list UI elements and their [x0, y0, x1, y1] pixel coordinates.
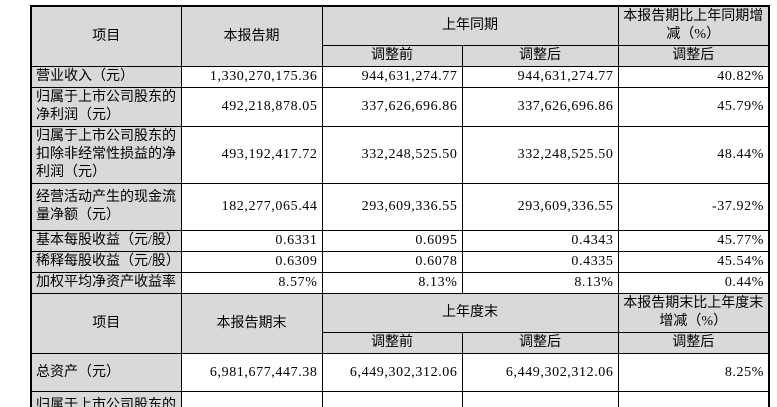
current-value-cell: 493,192,417.72 — [180, 126, 323, 184]
header-prior-period: 上年同期 — [321, 5, 619, 46]
change-value-cell: 45.77% — [617, 230, 770, 252]
change-value-cell: 40.82% — [617, 66, 770, 88]
after-adjust-value-cell: 8.13% — [461, 272, 619, 294]
financial-summary-table: 项目 本报告期 上年同期 本报告期比上年同期增减（%） 调整前 调整后 调整后 … — [30, 5, 770, 407]
table-row-net-profit: 归属于上市公司股东的净利润（元） 492,218,878.05 337,626,… — [30, 87, 770, 127]
item-label-cell: 总资产（元） — [30, 353, 182, 392]
item-label-cell: 归属于上市公司股东的扣除非经常性损益的净利润（元） — [30, 126, 182, 184]
current-value-cell: 492,218,878.05 — [180, 87, 323, 127]
section2-header-row-2: 调整前 调整后 调整后 — [31, 332, 770, 354]
after-adjust-value-cell: 0.4335 — [461, 251, 619, 273]
after-adjust-value-cell: 5,505,983,414.22 — [461, 391, 619, 407]
change-value-cell: 48.44% — [617, 126, 770, 184]
change-value-cell: 8.61% — [617, 391, 770, 407]
before-adjust-value-cell: 8.13% — [321, 272, 463, 294]
table-row-total-assets: 总资产（元） 6,981,677,447.38 6,449,302,312.06… — [30, 353, 770, 392]
table-row-basic-eps: 基本每股收益（元/股） 0.6331 0.6095 0.4343 45.77% — [30, 230, 770, 252]
current-value-cell: 5,979,870,333.53 — [180, 391, 323, 407]
header-change-after-adjust: 调整后 — [617, 332, 770, 354]
before-adjust-value-cell: 0.6095 — [321, 230, 463, 252]
item-label-cell: 归属于上市公司股东的所有者权益（元） — [30, 391, 182, 407]
header-after-adjust: 调整后 — [461, 332, 619, 354]
header-current-period-end: 本报告期末 — [180, 293, 323, 354]
header-change-after-adjust: 调整后 — [617, 45, 770, 67]
after-adjust-value-cell: 6,449,302,312.06 — [461, 353, 619, 392]
item-label-cell: 稀释每股收益（元/股） — [30, 251, 182, 273]
header-end-change: 本报告期末比上年度末增减（%） — [617, 293, 770, 333]
header-yoy-change: 本报告期比上年同期增减（%） — [617, 5, 770, 46]
after-adjust-value-cell: 944,631,274.77 — [461, 66, 619, 88]
change-value-cell: 0.44% — [617, 272, 770, 294]
before-adjust-value-cell: 5,505,983,414.22 — [321, 391, 463, 407]
change-value-cell: -37.92% — [617, 183, 770, 231]
before-adjust-value-cell: 337,626,696.86 — [321, 87, 463, 127]
current-value-cell: 182,277,065.44 — [180, 183, 323, 231]
after-adjust-value-cell: 337,626,696.86 — [461, 87, 619, 127]
before-adjust-value-cell: 293,609,336.55 — [321, 183, 463, 231]
header-prior-year-end: 上年度末 — [321, 293, 619, 333]
before-adjust-value-cell: 332,248,525.50 — [321, 126, 463, 184]
after-adjust-value-cell: 293,609,336.55 — [461, 183, 619, 231]
table-row-operating-cash-flow: 经营活动产生的现金流量净额（元） 182,277,065.44 293,609,… — [30, 183, 770, 231]
current-value-cell: 0.6331 — [180, 230, 323, 252]
section1-header-row-1: 项目 本报告期 上年同期 本报告期比上年同期增减（%） — [30, 5, 770, 67]
current-value-cell: 1,330,270,175.36 — [180, 66, 323, 88]
current-value-cell: 0.6309 — [180, 251, 323, 273]
header-after-adjust: 调整后 — [461, 45, 619, 67]
item-label-cell: 归属于上市公司股东的净利润（元） — [30, 87, 182, 127]
header-current-period: 本报告期 — [180, 5, 323, 67]
table-row-diluted-eps: 稀释每股收益（元/股） 0.6309 0.6078 0.4335 45.54% — [30, 251, 770, 273]
change-value-cell: 45.54% — [617, 251, 770, 273]
table-row-net-profit-excl-nonrecurring: 归属于上市公司股东的扣除非经常性损益的净利润（元） 493,192,417.72… — [30, 126, 770, 184]
before-adjust-value-cell: 944,631,274.77 — [321, 66, 463, 88]
header-before-adjust: 调整前 — [321, 45, 463, 67]
header-before-adjust: 调整前 — [321, 332, 463, 354]
item-label-cell: 加权平均净资产收益率 — [30, 272, 182, 294]
table-row-owners-equity: 归属于上市公司股东的所有者权益（元） 5,979,870,333.53 5,50… — [30, 391, 770, 407]
table-row-weighted-avg-roe: 加权平均净资产收益率 8.57% 8.13% 8.13% 0.44% — [30, 272, 770, 294]
change-value-cell: 8.25% — [617, 353, 770, 392]
current-value-cell: 6,981,677,447.38 — [180, 353, 323, 392]
header-item: 项目 — [30, 293, 182, 354]
section2-header-row-1: 项目 本报告期末 上年度末 本报告期末比上年度末增减（%） — [30, 293, 770, 354]
table-row-revenue: 营业收入（元） 1,330,270,175.36 944,631,274.77 … — [30, 66, 770, 88]
before-adjust-value-cell: 0.6078 — [321, 251, 463, 273]
item-label-cell: 营业收入（元） — [30, 66, 182, 88]
after-adjust-value-cell: 332,248,525.50 — [461, 126, 619, 184]
change-value-cell: 45.79% — [617, 87, 770, 127]
current-value-cell: 8.57% — [180, 272, 323, 294]
before-adjust-value-cell: 6,449,302,312.06 — [321, 353, 463, 392]
header-item: 项目 — [30, 5, 182, 67]
after-adjust-value-cell: 0.4343 — [461, 230, 619, 252]
item-label-cell: 基本每股收益（元/股） — [30, 230, 182, 252]
section1-header-row-2: 调整前 调整后 调整后 — [31, 45, 770, 67]
item-label-cell: 经营活动产生的现金流量净额（元） — [30, 183, 182, 231]
